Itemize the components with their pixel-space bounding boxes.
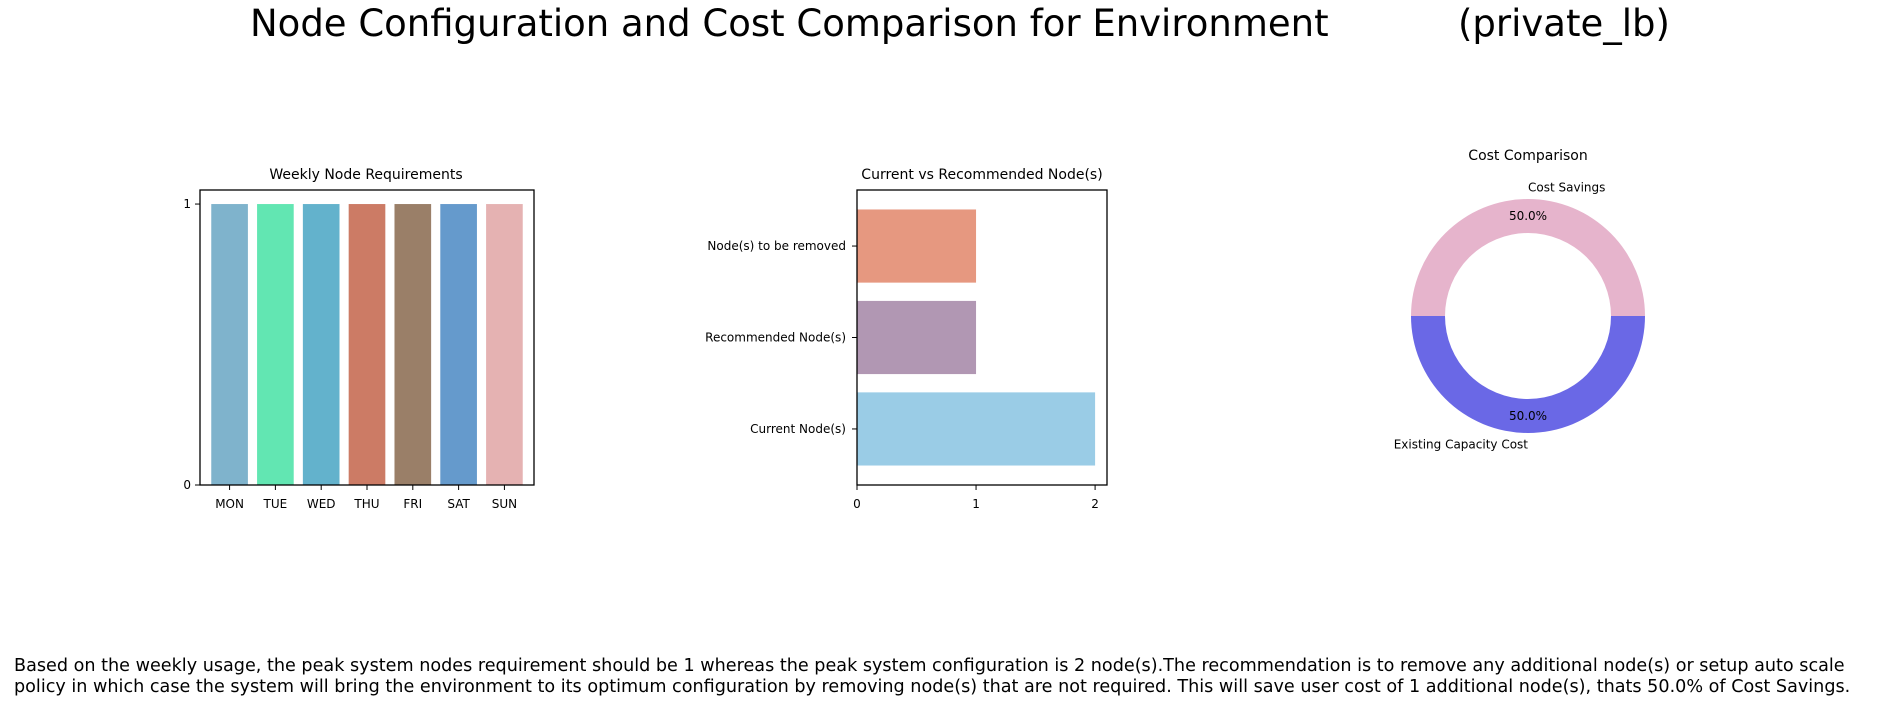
weekly-chart-title: Weekly Node Requirements bbox=[269, 167, 462, 183]
comparison-bar-1 bbox=[857, 300, 977, 375]
weekly-y-tick-label: 1 bbox=[183, 197, 191, 211]
comparison-x-tick-label: 2 bbox=[1091, 497, 1099, 511]
cost-chart-title: Cost Comparison bbox=[1468, 148, 1587, 164]
donut-slice-label: Cost Savings bbox=[1528, 180, 1605, 194]
summary-line-1: Based on the weekly usage, the peak syst… bbox=[14, 656, 1845, 676]
comparison-bar-2 bbox=[857, 209, 977, 283]
weekly-bar-tue bbox=[257, 204, 294, 486]
comparison-y-tick-label: Recommended Node(s) bbox=[705, 331, 846, 345]
weekly-bar-mon bbox=[211, 204, 248, 486]
comparison-y-tick-label: Node(s) to be removed bbox=[707, 239, 846, 253]
donut-pct-label: 50.0% bbox=[1509, 409, 1547, 423]
weekly-bar-wed bbox=[302, 204, 340, 486]
weekly-x-tick-label: SUN bbox=[492, 497, 517, 511]
weekly-x-tick-label: TUE bbox=[263, 497, 288, 511]
donut-slice-label: Existing Capacity Cost bbox=[1394, 438, 1529, 452]
comparison-x-tick-label: 0 bbox=[853, 497, 861, 511]
comparison-y-tick-label: Current Node(s) bbox=[750, 422, 846, 436]
weekly-x-tick-label: WED bbox=[307, 497, 336, 511]
weekly-x-tick-label: THU bbox=[353, 497, 379, 511]
summary-text: Based on the weekly usage, the peak syst… bbox=[14, 656, 1874, 698]
donut-slice-0 bbox=[1411, 199, 1645, 316]
donut-pct-label: 50.0% bbox=[1509, 209, 1547, 223]
weekly-bar-sun bbox=[486, 204, 523, 486]
weekly-x-tick-label: MON bbox=[215, 497, 244, 511]
weekly-bar-fri bbox=[394, 204, 432, 486]
weekly-x-tick-label: SAT bbox=[447, 497, 470, 511]
current-vs-recommended-chart: Current vs Recommended Node(s) Current N… bbox=[705, 167, 1108, 511]
weekly-y-tick-label: 0 bbox=[183, 478, 191, 492]
comparison-chart-title: Current vs Recommended Node(s) bbox=[861, 167, 1102, 183]
weekly-bar-sat bbox=[440, 204, 477, 486]
weekly-bar-thu bbox=[348, 204, 386, 486]
weekly-node-chart: Weekly Node Requirements MON TUE WED THU FRI… bbox=[183, 167, 535, 511]
donut-slice-1 bbox=[1411, 316, 1645, 433]
figure-title: Node Configuration and Cost Comparison f… bbox=[250, 2, 1329, 45]
summary-line-2: policy in which case the system will bri… bbox=[14, 677, 1851, 697]
comparison-bar-0 bbox=[857, 392, 1096, 466]
weekly-x-tick-label: FRI bbox=[403, 497, 422, 511]
comparison-x-tick-label: 1 bbox=[972, 497, 980, 511]
cost-comparison-chart: Cost Comparison 50.0% Cost Savings 50.0% Ex… bbox=[1394, 148, 1645, 452]
environment-name: (private_lb) bbox=[1458, 2, 1670, 45]
